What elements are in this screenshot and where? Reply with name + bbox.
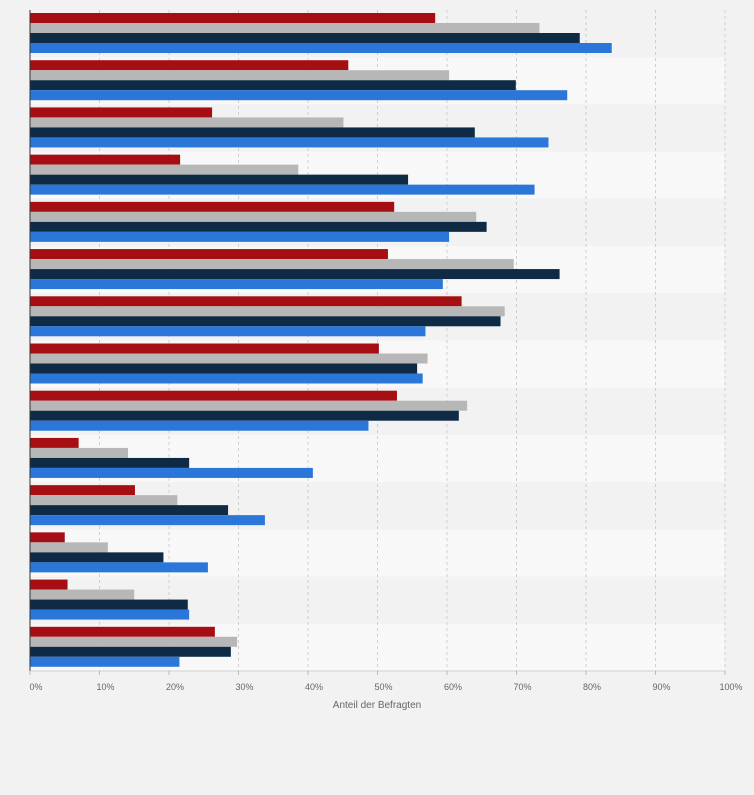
x-tick-label: 40%: [305, 682, 323, 692]
bar: [30, 279, 443, 290]
bar: [30, 174, 409, 185]
bar: [30, 609, 190, 620]
bar: [30, 542, 108, 553]
x-axis-label: Anteil der Befragten: [333, 700, 421, 711]
bar: [30, 363, 418, 374]
bar: [30, 306, 505, 317]
bar: [30, 505, 229, 516]
bar: [30, 373, 423, 384]
bar: [30, 626, 215, 637]
x-tick-label: 100%: [719, 682, 742, 692]
bar: [30, 420, 369, 431]
bar: [30, 495, 178, 506]
bar: [30, 579, 68, 590]
bar: [30, 485, 135, 496]
bar: [30, 137, 549, 148]
bar: [30, 107, 213, 118]
gridlines: [99, 10, 726, 671]
bar: [30, 562, 208, 573]
bar: [30, 390, 397, 401]
x-tick-label: 80%: [583, 682, 601, 692]
x-tick-label: 10%: [96, 682, 114, 692]
x-axis: 0% 10% 20% 30% 40% 50% 60% 70% 80% 90% 100%: [29, 10, 743, 692]
x-tick-label: 70%: [513, 682, 531, 692]
bar: [30, 211, 477, 222]
bars: [30, 13, 612, 667]
bar: [30, 23, 540, 33]
bar: [30, 154, 181, 165]
bar: [30, 646, 231, 657]
bar: [30, 656, 180, 667]
bar: [30, 316, 501, 327]
bar: [30, 326, 426, 337]
bar: [30, 201, 395, 212]
bar: [30, 589, 135, 600]
bar: [30, 552, 164, 563]
x-tick-label: 20%: [166, 682, 184, 692]
bar: [30, 90, 568, 101]
x-tick-label: 30%: [235, 682, 253, 692]
bar: [30, 33, 580, 43]
bar: [30, 467, 313, 478]
bar: [30, 60, 349, 71]
bar: [30, 259, 514, 270]
x-tick-label: 0%: [29, 682, 42, 692]
x-tick-label: 60%: [444, 682, 462, 692]
bar: [30, 437, 79, 448]
bar: [30, 184, 535, 195]
bar: [30, 221, 487, 232]
bar: [30, 296, 462, 307]
bar: [30, 13, 436, 23]
bar: [30, 249, 388, 260]
bar: [30, 269, 560, 280]
bar: [30, 457, 190, 468]
x-tick-label: 90%: [652, 682, 670, 692]
bar: [30, 117, 344, 128]
bar: [30, 515, 265, 526]
bar: [30, 353, 428, 364]
bar: [30, 400, 468, 411]
bar: [30, 343, 379, 354]
bar: [30, 127, 475, 138]
bar: [30, 164, 299, 175]
bar: [30, 636, 238, 647]
bar: [30, 532, 65, 543]
bar: [30, 447, 128, 458]
bar: [30, 43, 612, 53]
bar: [30, 410, 459, 421]
bar: [30, 70, 450, 81]
x-tick-label: 50%: [374, 682, 392, 692]
bar: [30, 599, 188, 610]
bar: [30, 231, 450, 242]
bar: [30, 80, 516, 91]
